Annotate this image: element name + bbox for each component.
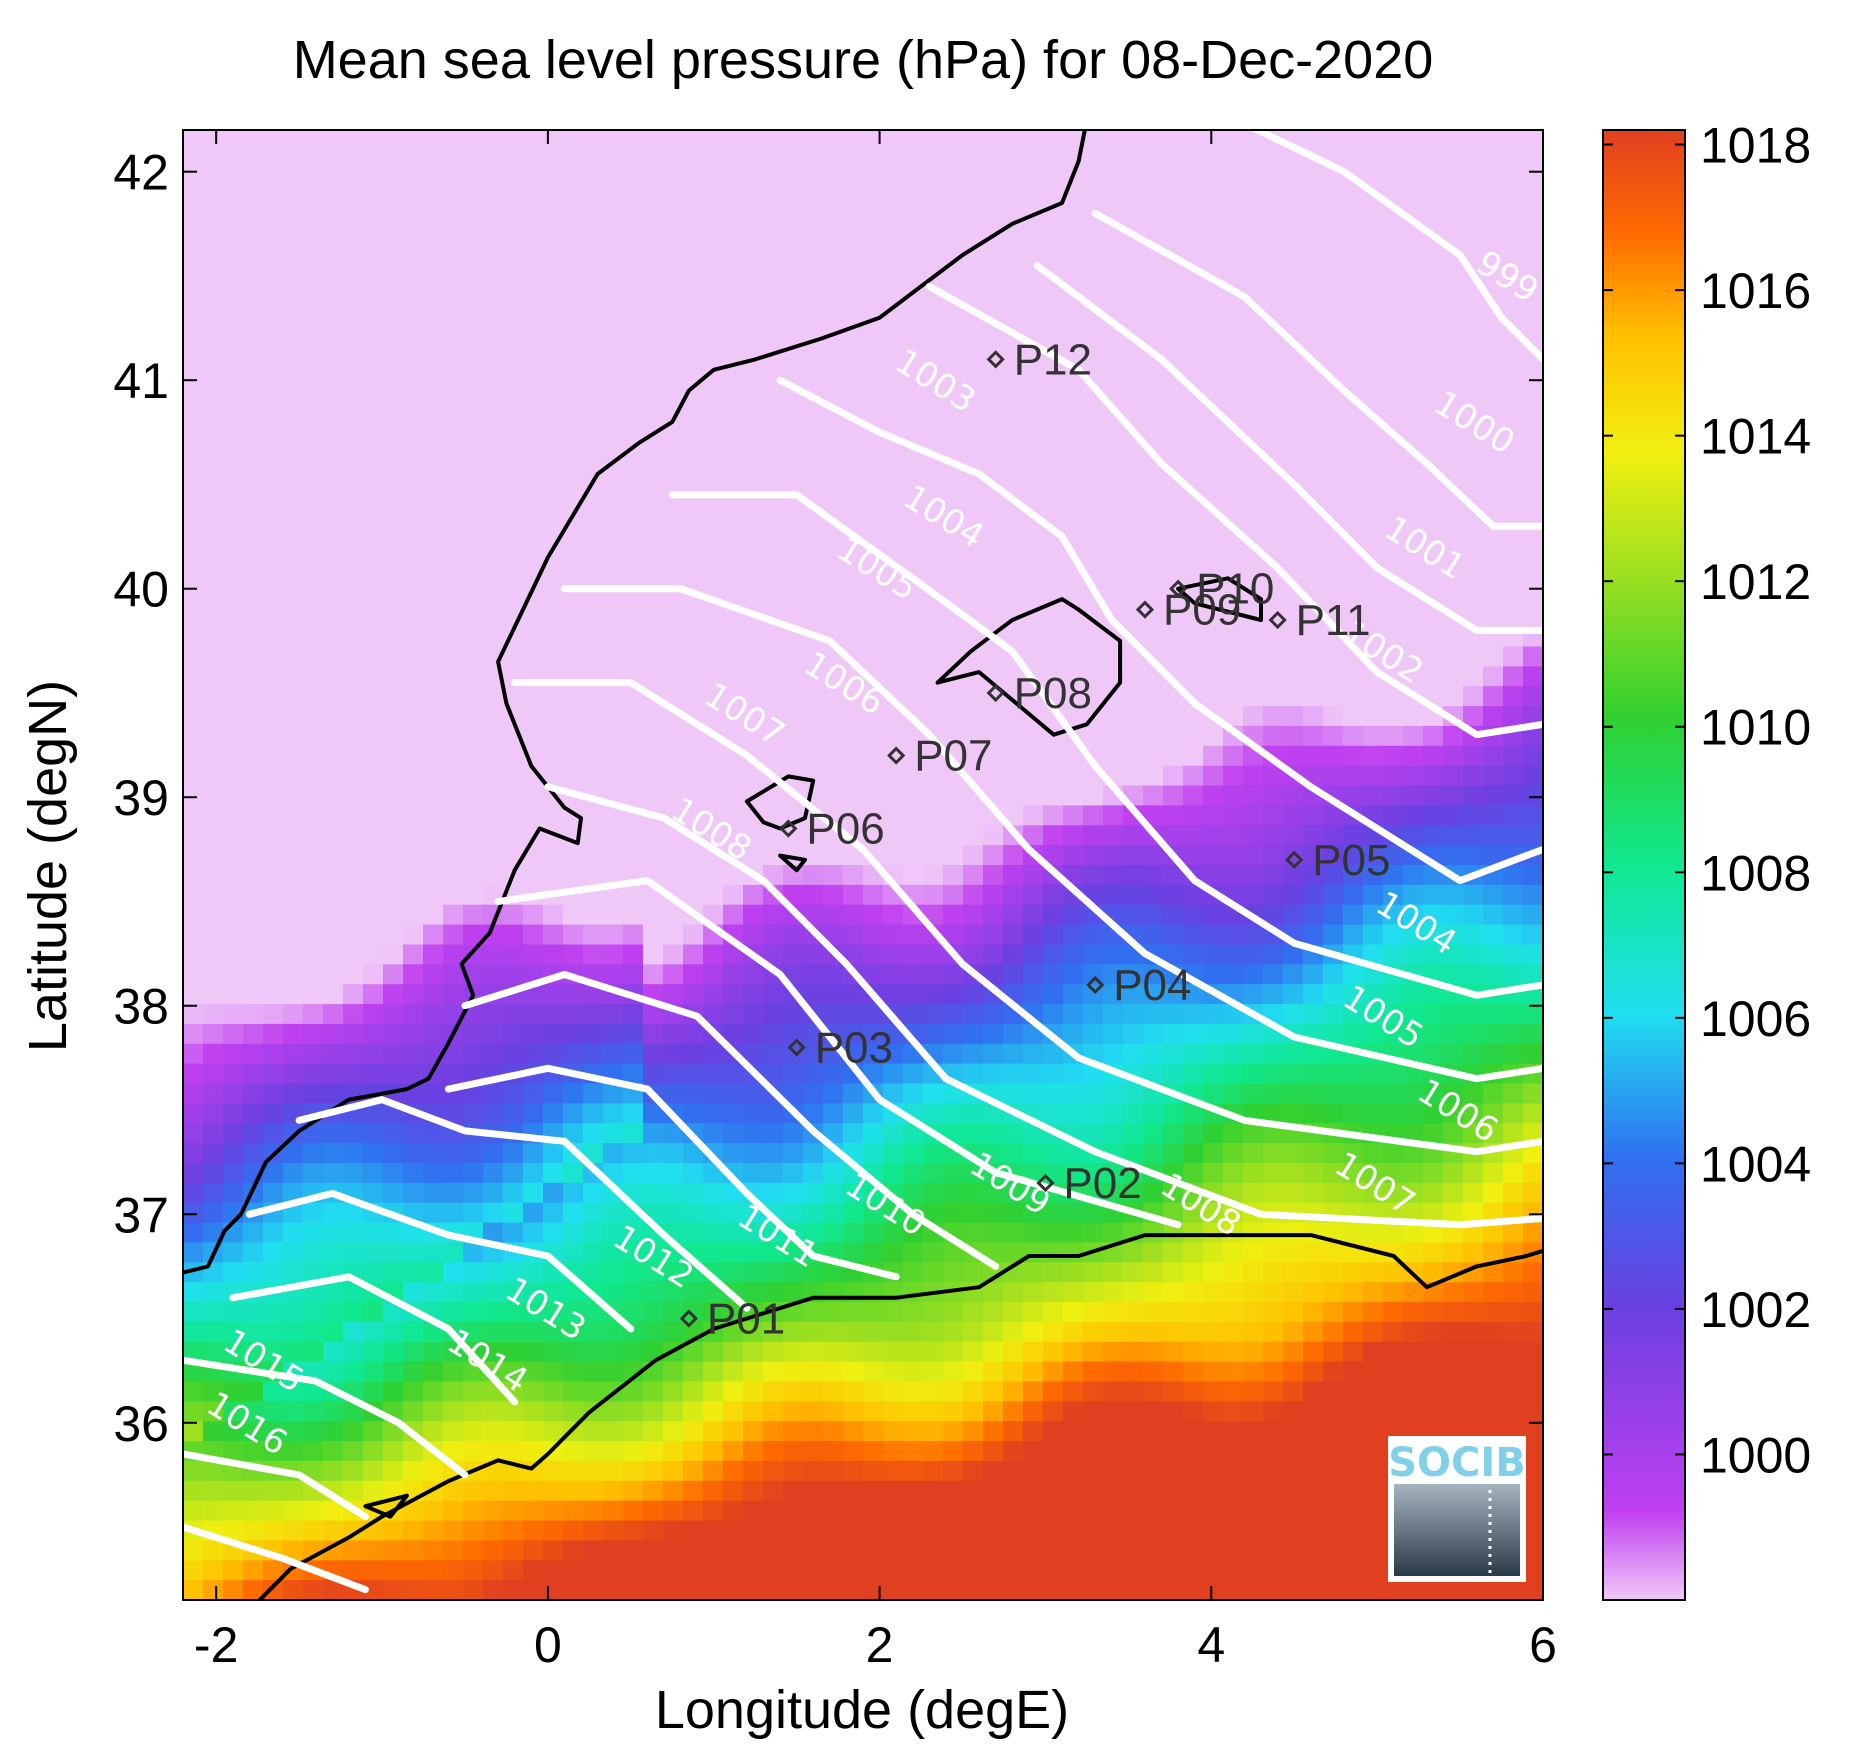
colorbar-gradient	[1602, 129, 1686, 1601]
station-label: P10	[1196, 565, 1274, 614]
plot-frame	[182, 129, 1544, 1601]
isobar	[1033, 262, 1543, 634]
station-label: P08	[1014, 669, 1092, 718]
colorbar-tick-label: 1000	[1700, 1427, 1811, 1483]
y-tick-label: 42	[113, 145, 169, 201]
colorbar-tick-label: 1014	[1700, 409, 1811, 465]
x-tick-label: 2	[866, 1617, 894, 1673]
station-label: P03	[815, 1023, 893, 1072]
coastline-alboran-island	[363, 1493, 409, 1519]
isobars	[183, 130, 1543, 1594]
logo-text: SOCIB	[1388, 1440, 1526, 1486]
coastline-ibiza	[744, 774, 816, 831]
station-label: P02	[1063, 1159, 1141, 1208]
x-tick-label: 6	[1529, 1617, 1557, 1673]
y-tick-label: 40	[113, 562, 169, 618]
chart-title: Mean sea level pressure (hPa) for 08-Dec…	[293, 30, 1434, 90]
isobar	[461, 971, 1000, 1270]
coastline-north-africa	[256, 1233, 1543, 1600]
isobar	[183, 1450, 369, 1521]
isobar	[925, 282, 1543, 739]
colorbar-tick-label: 1016	[1700, 263, 1811, 319]
x-tick-label: -2	[194, 1617, 238, 1673]
station-label: P12	[1014, 335, 1092, 384]
plot-area: 9991000100110021003100410051006100710081…	[183, 130, 1543, 1600]
colorbar-tick-label: 1002	[1700, 1282, 1811, 1338]
station-marker	[1268, 610, 1287, 630]
station-marker	[1036, 1173, 1055, 1193]
y-tick-label: 41	[113, 353, 169, 409]
station-marker	[986, 350, 1005, 369]
isobar	[668, 491, 1543, 999]
colorbar-ticks: 1018 1016 1014 1012 1010 1008 1006 1004 1002 1000	[1603, 118, 1811, 1483]
coastline-iberia	[183, 130, 1087, 1275]
station-marker	[1086, 975, 1105, 995]
isobar	[544, 783, 1543, 1229]
isobar	[183, 1356, 469, 1479]
isobar	[1091, 209, 1543, 530]
station-label: P11	[1296, 596, 1371, 645]
isobar	[1249, 130, 1543, 363]
station-label: P07	[914, 732, 992, 781]
station-marker	[679, 1309, 698, 1328]
colorbar-tick-label: 1006	[1700, 991, 1811, 1047]
colorbar-tick-label: 1004	[1700, 1136, 1811, 1192]
x-axis-label: Longitude (degE)	[655, 1680, 1069, 1740]
socib-logo: SOCIB	[1388, 1436, 1526, 1582]
station-label: P05	[1312, 836, 1390, 885]
y-tick-label: 38	[113, 979, 169, 1035]
station-marker	[1168, 579, 1188, 598]
colorbar-tick-label: 1010	[1700, 700, 1811, 756]
station-marker	[779, 819, 798, 838]
coastline-formentera	[778, 853, 807, 873]
station-label: P04	[1113, 961, 1191, 1010]
y-axis-ticks: 42 41 40 39 38 37 36	[113, 145, 1543, 1452]
isobar	[494, 877, 1182, 1229]
station-marker	[887, 746, 906, 765]
coastline	[183, 130, 1543, 1600]
isobar	[561, 585, 1543, 1083]
x-tick-label: 4	[1197, 1617, 1225, 1673]
isobar	[245, 1189, 635, 1333]
colorbar: 1018 1016 1014 1012 1010 1008 1006 1004 1002 1000	[1602, 118, 1811, 1601]
x-tick-label: 0	[534, 1617, 562, 1673]
pressure-field	[183, 130, 1543, 1600]
station-marker	[1285, 850, 1304, 869]
colorbar-tick-label: 1012	[1700, 554, 1811, 610]
station-label: P06	[806, 805, 884, 854]
colorbar-tick-label: 1018	[1700, 118, 1811, 174]
y-tick-label: 36	[113, 1396, 169, 1452]
y-tick-label: 37	[113, 1187, 169, 1243]
station-marker	[986, 683, 1005, 703]
station-marker	[1135, 600, 1155, 619]
station-label: P01	[707, 1295, 785, 1344]
isobar	[444, 1064, 900, 1281]
isobar	[295, 1096, 751, 1312]
y-tick-label: 39	[113, 770, 169, 826]
coastline-menorca	[1176, 576, 1263, 622]
isobar	[229, 1273, 519, 1406]
station-marker	[787, 1038, 806, 1057]
isobar	[183, 1523, 369, 1594]
isobar	[511, 679, 1543, 1156]
isobar	[776, 376, 1543, 885]
y-axis-label: Latitude (degN)	[18, 680, 78, 1052]
x-axis-ticks: -2 0 2 4 6	[194, 130, 1557, 1673]
colorbar-tick-label: 1008	[1700, 845, 1811, 901]
